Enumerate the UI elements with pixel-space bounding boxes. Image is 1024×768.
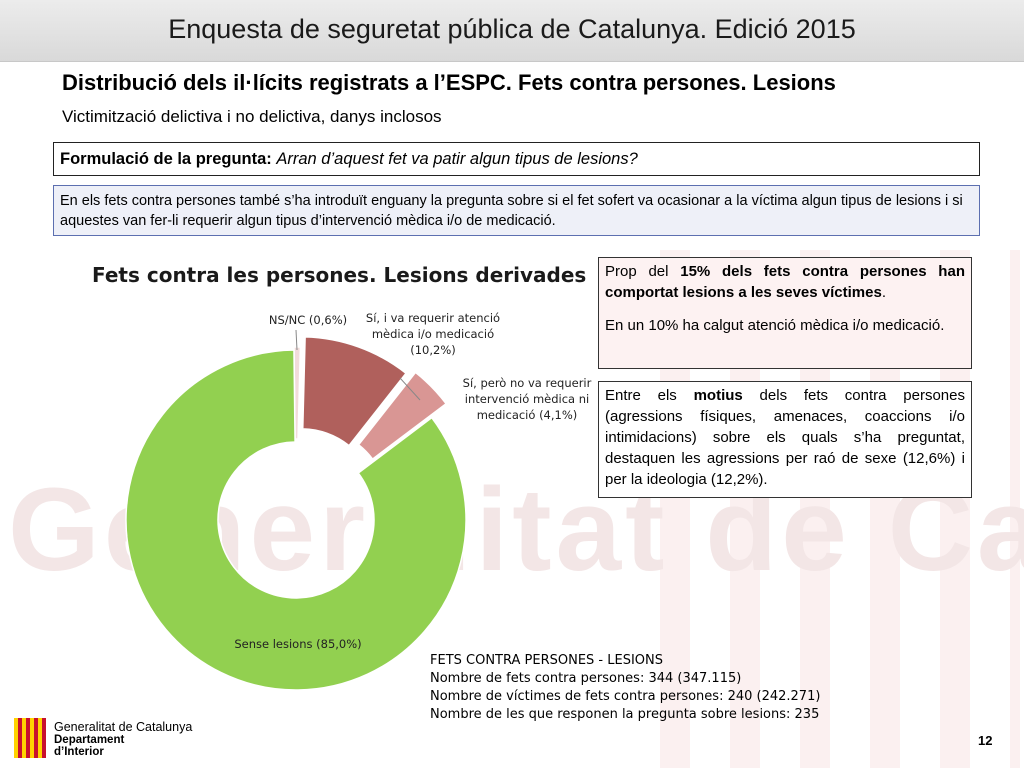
slice-label-sense: Sense lesions (85,0%)	[234, 637, 362, 651]
text-span: .	[881, 284, 886, 301]
slice-label-line: Sí, però no va requerir	[462, 376, 592, 390]
logo-text: Generalitat de Catalunya	[54, 720, 193, 734]
info-box: En els fets contra persones també s’ha i…	[53, 185, 980, 236]
logo-text: d’Interior	[54, 746, 104, 758]
senyera-icon	[14, 718, 46, 758]
bold-span: 15% dels fets contra persones han compor…	[605, 263, 965, 301]
highlight-paragraph: En un 10% ha calgut atenció mèdica i/o m…	[605, 317, 945, 334]
text-span: Prop del	[605, 263, 681, 280]
stats-line: Nombre de les que responen la pregunta s…	[430, 707, 820, 722]
slice-label-line: mèdica i/o medicació	[371, 327, 495, 341]
stats-line: Nombre de fets contra persones: 344 (347…	[430, 671, 742, 686]
stats-line: Nombre de víctimes de fets contra person…	[430, 689, 821, 704]
donut-slice	[357, 371, 448, 461]
slice-label-nsnc: NS/NC (0,6%)	[268, 313, 348, 327]
slide-title: Distribució dels il·lícits registrats a …	[62, 70, 836, 95]
question-label: Formulació de la pregunta:	[60, 150, 272, 168]
stats-block: FETS CONTRA PERSONES - LESIONS Nombre de…	[430, 652, 820, 724]
highlight-paragraph: Prop del 15% dels fets contra persones h…	[605, 261, 965, 303]
generalitat-logo: Generalitat de Catalunya Departament d’I…	[14, 716, 214, 760]
question-text: Arran d’aquest fet va patir algun tipus …	[276, 150, 638, 168]
stats-line: FETS CONTRA PERSONES - LESIONS	[430, 653, 663, 668]
slice-label-line: medicació (4,1%)	[476, 408, 578, 422]
slice-label-line: (10,2%)	[410, 343, 456, 357]
bold-span: motius	[693, 387, 743, 404]
slice-label-si-atencio: Sí, i va requerir atenció mèdica i/o med…	[360, 310, 506, 358]
slice-label-line: intervenció mèdica ni	[464, 392, 590, 406]
donut-slices	[125, 336, 467, 691]
text-span: Entre els	[605, 387, 694, 404]
slide-subtitle: Victimització delictiva i no delictiva, …	[62, 107, 442, 126]
chart-title: Fets contra les persones. Lesions deriva…	[92, 263, 587, 287]
page-number: 12	[978, 733, 993, 748]
leader-lines	[295, 329, 421, 401]
donut-slice	[301, 336, 408, 447]
question-box: Formulació de la pregunta: Arran d’aques…	[53, 142, 980, 176]
highlight-box-motius: Entre els motius dels fets contra person…	[598, 381, 972, 498]
donut-slice	[125, 349, 467, 691]
slice-label-line: Sí, i va requerir atenció	[365, 311, 501, 325]
slice-label-si-no: Sí, però no va requerir intervenció mèdi…	[452, 375, 602, 423]
info-text: En els fets contra persones també s’ha i…	[60, 193, 963, 229]
header-bar: Enquesta de seguretat pública de Catalun…	[0, 0, 1024, 62]
highlight-box-prop: Prop del 15% dels fets contra persones h…	[598, 257, 972, 369]
text-span: dels fets contra persones (agressions fí…	[605, 387, 965, 488]
page-title: Enquesta de seguretat pública de Catalun…	[168, 14, 856, 44]
logo-dept: Departament d’Interior	[54, 734, 124, 758]
logo-text: Departament	[54, 734, 125, 746]
